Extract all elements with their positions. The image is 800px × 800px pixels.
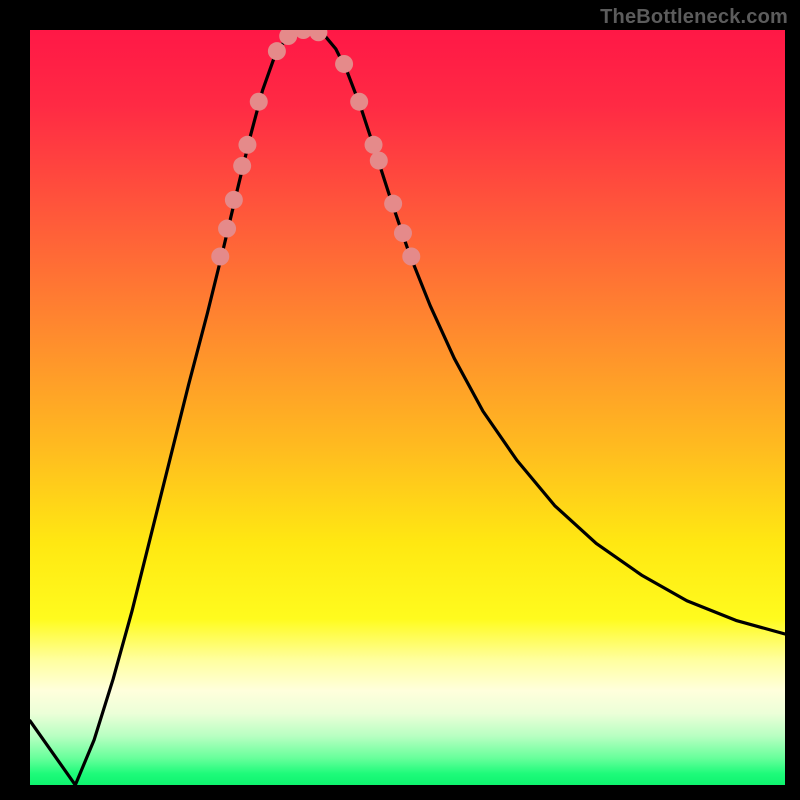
data-marker bbox=[384, 195, 402, 213]
data-marker bbox=[394, 224, 412, 242]
gradient-background bbox=[30, 30, 785, 785]
data-marker bbox=[250, 93, 268, 111]
data-marker bbox=[370, 152, 388, 170]
data-marker bbox=[402, 248, 420, 266]
data-marker bbox=[268, 42, 286, 60]
data-marker bbox=[218, 220, 236, 238]
chart-svg bbox=[30, 30, 785, 785]
data-marker bbox=[350, 93, 368, 111]
data-marker bbox=[225, 191, 243, 209]
data-marker bbox=[233, 157, 251, 175]
watermark-text: TheBottleneck.com bbox=[600, 6, 788, 29]
data-marker bbox=[335, 55, 353, 73]
data-marker bbox=[238, 136, 256, 154]
data-marker bbox=[365, 136, 383, 154]
data-marker bbox=[211, 248, 229, 266]
bottleneck-chart bbox=[30, 30, 785, 785]
